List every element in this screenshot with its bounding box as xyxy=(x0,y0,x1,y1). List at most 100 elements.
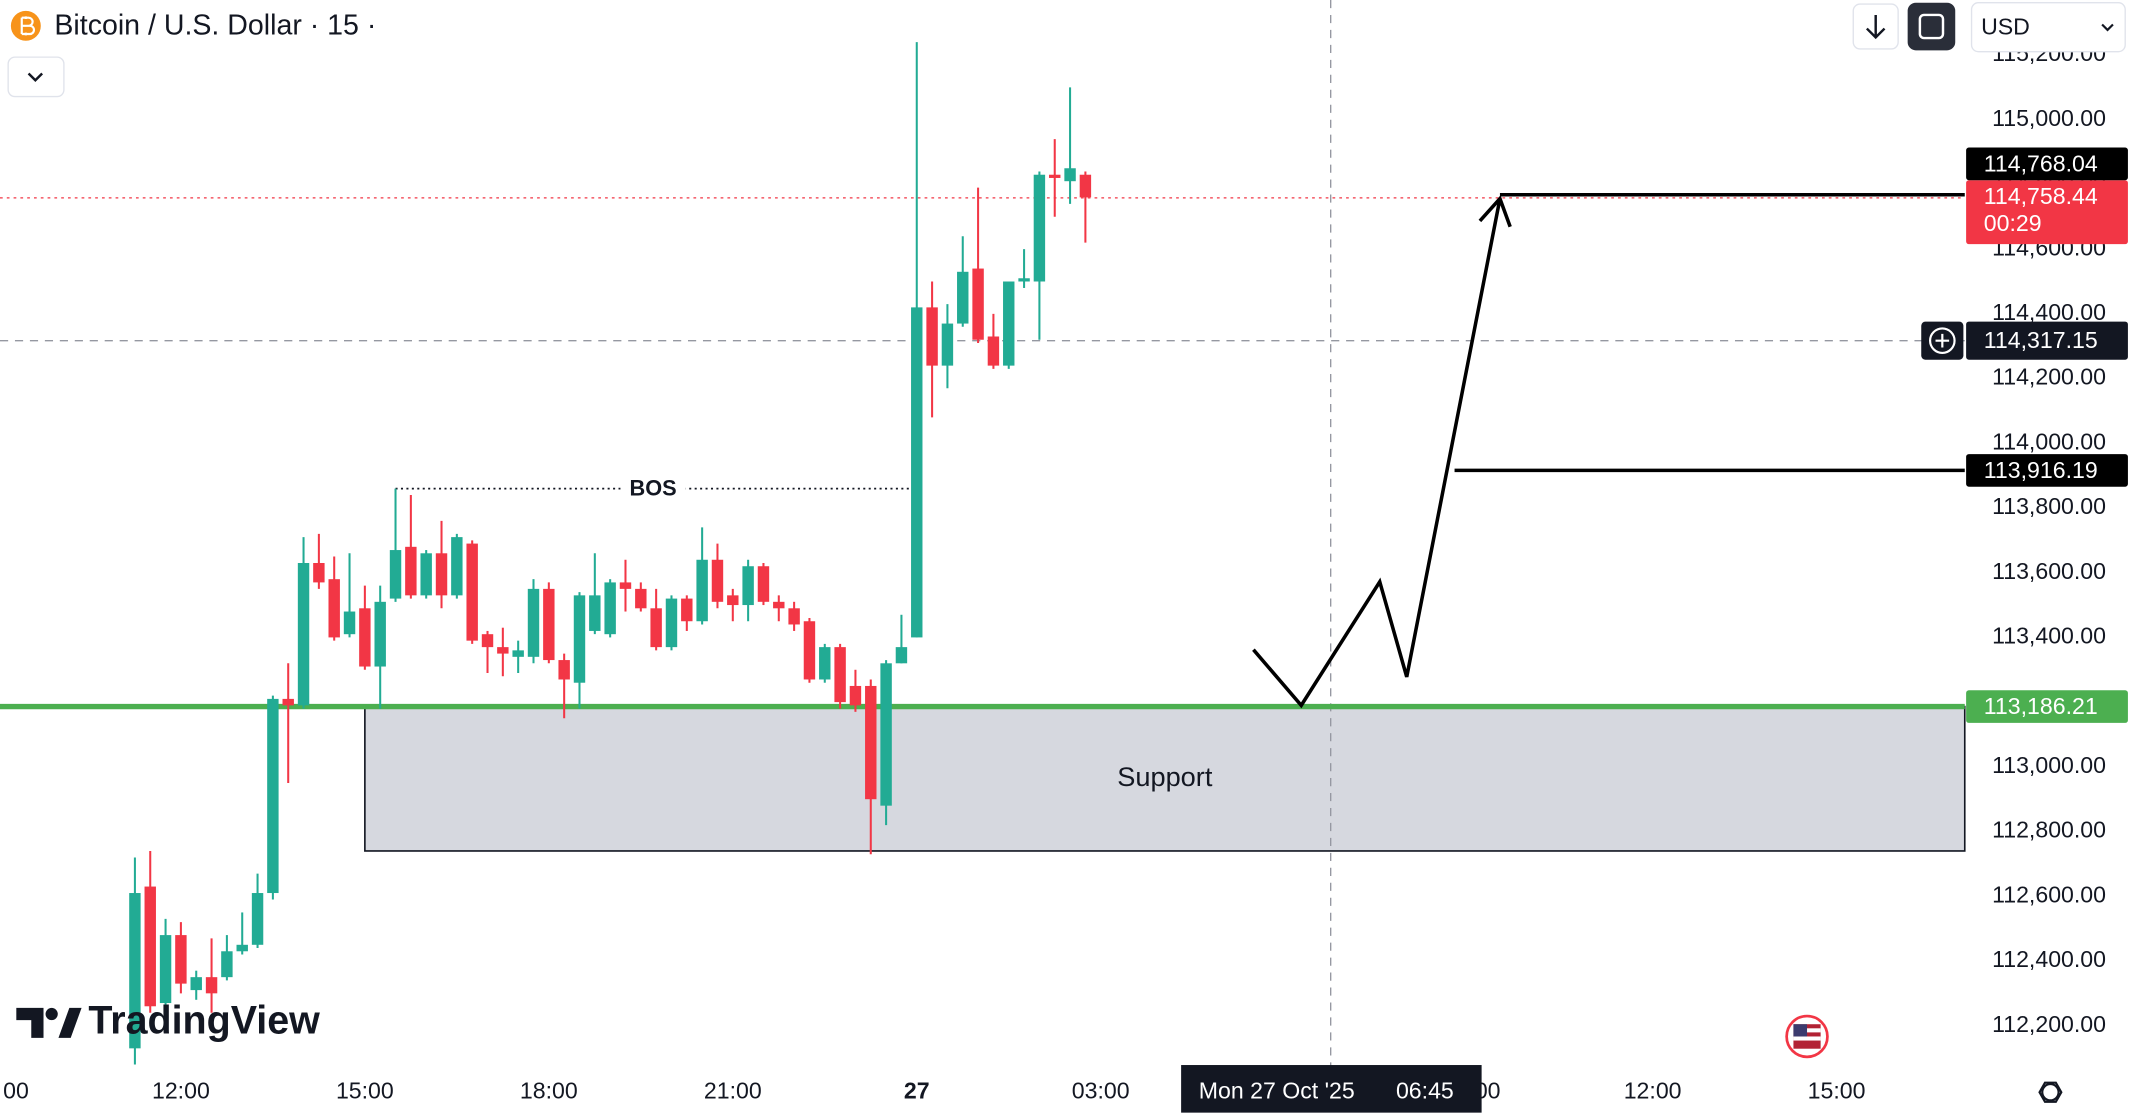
candle-body xyxy=(512,650,524,657)
button-frame[interactable] xyxy=(7,56,65,98)
button-frame[interactable] xyxy=(1907,2,1956,51)
last-price-tag xyxy=(1966,180,2128,245)
candle-body xyxy=(466,543,478,641)
candle-body xyxy=(619,582,632,589)
candle-body xyxy=(773,601,785,609)
candle-body xyxy=(190,977,202,991)
x-tick-label: 15:00 xyxy=(1808,1077,1866,1103)
candle-body xyxy=(589,595,601,631)
support-label: Support xyxy=(1117,761,1213,792)
candle-body xyxy=(313,562,325,583)
candle-body xyxy=(481,634,494,648)
candle-body xyxy=(297,562,310,706)
candle-body xyxy=(1079,174,1092,198)
candle-body xyxy=(405,546,417,596)
candle-body xyxy=(435,553,448,596)
y-tick-label: 113,400.00 xyxy=(1992,623,2106,649)
x-tick-label: 00 xyxy=(3,1077,29,1103)
candle-body xyxy=(757,566,770,602)
candle-body xyxy=(880,663,892,806)
x-tick-label: 18:00 xyxy=(520,1077,578,1103)
fullscreen-button[interactable] xyxy=(1907,2,1956,51)
candle-body xyxy=(251,893,264,945)
y-tick-label: 113,800.00 xyxy=(1992,493,2106,519)
x-tick-label: 12:00 xyxy=(152,1077,210,1103)
download-button[interactable] xyxy=(1852,3,1899,50)
candle-body xyxy=(727,595,739,606)
y-tick-label: 114,400.00 xyxy=(1992,299,2106,325)
flag-stripes xyxy=(1793,1036,1821,1041)
y-tick-label: 113,600.00 xyxy=(1992,558,2106,584)
candle-body xyxy=(941,323,954,366)
crosshair-time-label: 06:45 xyxy=(1396,1077,1454,1103)
candle-body xyxy=(236,944,248,952)
candle-body xyxy=(451,537,463,596)
settings-button[interactable] xyxy=(2038,1081,2063,1103)
candle-body xyxy=(803,621,816,680)
arrow-icon xyxy=(1865,14,1886,40)
logo-text: TradingView xyxy=(88,998,320,1042)
projection-path xyxy=(1252,198,1502,709)
candle-body xyxy=(742,566,754,606)
candle-body xyxy=(573,595,586,683)
price-tag-label: 113,186.21 xyxy=(1984,693,2098,719)
candle-body xyxy=(420,553,432,596)
candle-body xyxy=(696,559,708,622)
collapse-button[interactable] xyxy=(7,56,65,98)
currency-select[interactable]: USD xyxy=(1970,2,2126,53)
price-tag xyxy=(1966,147,2128,181)
candle-body xyxy=(527,588,540,657)
candle-body xyxy=(711,559,724,602)
candle-body xyxy=(972,268,984,340)
candle-body xyxy=(389,550,402,599)
price-tag xyxy=(1966,690,2128,723)
last-price-label: 114,758.44 xyxy=(1984,183,2098,209)
gear-icon xyxy=(2038,1081,2063,1103)
candle-body xyxy=(343,611,356,635)
candle-body xyxy=(543,588,555,661)
candle-body xyxy=(497,647,509,654)
candle-body xyxy=(650,608,662,648)
gear-icon[interactable] xyxy=(2041,1082,2060,1102)
candle-body xyxy=(834,647,846,703)
support-zone xyxy=(364,705,1966,852)
crosshair-tag xyxy=(1966,321,2128,360)
candle-body xyxy=(328,579,340,638)
candle-body xyxy=(159,935,172,1004)
candle-body xyxy=(681,598,693,622)
chevron-icon xyxy=(2101,23,2114,32)
candle-body xyxy=(1064,168,1076,182)
candle-body xyxy=(558,660,570,680)
price-tag xyxy=(1966,454,2128,487)
plus-icon xyxy=(1935,333,1950,348)
candle-body xyxy=(175,935,187,984)
bos-label: BOS xyxy=(630,476,677,501)
plus-icon xyxy=(1928,327,1956,354)
logo-mark xyxy=(16,1007,44,1038)
currency-label: USD xyxy=(1981,14,2030,40)
candle-body xyxy=(911,307,923,638)
plot-area: Support BOS xyxy=(0,0,1966,1068)
candle-body xyxy=(957,271,969,324)
y-tick-label: 112,600.00 xyxy=(1992,881,2106,907)
candle-body xyxy=(144,886,156,1007)
header: Bitcoin / U.S. Dollar · 15 · USD xyxy=(7,2,2126,98)
candle-body xyxy=(987,336,1000,366)
candle-body xyxy=(926,307,938,366)
select-frame[interactable] xyxy=(1970,2,2126,53)
chevron-icon xyxy=(27,72,44,82)
y-tick-label: 113,000.00 xyxy=(1992,752,2106,778)
x-tick-label: 03:00 xyxy=(1072,1077,1130,1103)
price-tag-label: 114,768.04 xyxy=(1984,150,2098,176)
price-tag-label: 113,916.19 xyxy=(1984,457,2098,483)
candle-body xyxy=(359,608,371,667)
y-tick-label: 112,200.00 xyxy=(1992,1011,2106,1037)
candle-body xyxy=(895,647,908,664)
chart-title: Bitcoin / U.S. Dollar · 15 · xyxy=(54,10,376,42)
candle-body xyxy=(635,588,647,609)
countdown-label: 00:29 xyxy=(1984,210,2042,236)
flag-canton xyxy=(1793,1024,1808,1037)
